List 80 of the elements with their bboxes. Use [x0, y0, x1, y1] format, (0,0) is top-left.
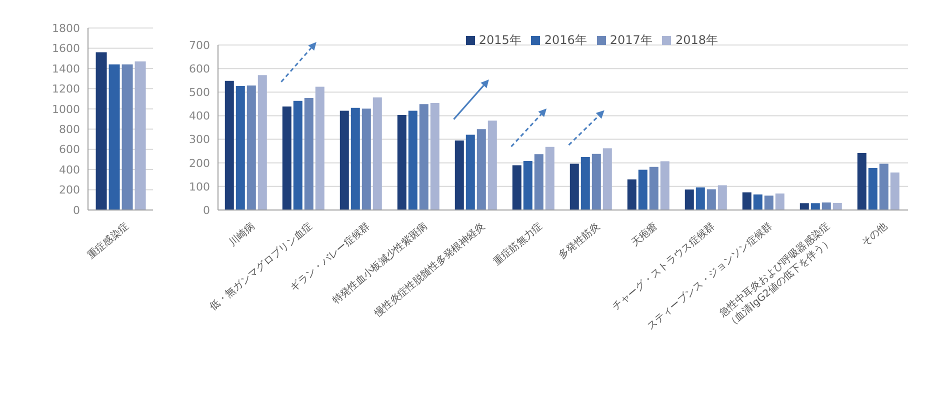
bar: [315, 86, 324, 210]
x-tick-label: その他: [859, 220, 890, 249]
bar: [122, 64, 133, 210]
y-tick-label: 1600: [52, 42, 80, 56]
bar: [282, 106, 292, 210]
x-tick-label: 多発性筋炎: [556, 220, 602, 262]
y-tick-label: 200: [59, 184, 80, 197]
bar: [523, 160, 532, 210]
bar: [134, 61, 146, 210]
bar: [764, 196, 774, 210]
y-tick-label: 400: [59, 163, 80, 176]
bar: [430, 102, 440, 210]
y-tick-label: 1400: [52, 62, 80, 76]
bar: [545, 146, 554, 210]
bar: [246, 86, 256, 210]
y-tick-label: 1200: [52, 82, 80, 96]
bar: [512, 165, 522, 210]
bar: [96, 52, 107, 210]
bar: [419, 104, 428, 210]
bar: [684, 189, 694, 210]
y-tick-label: 1000: [52, 102, 80, 116]
bar: [627, 179, 636, 210]
bar: [742, 192, 752, 210]
bar: [372, 97, 382, 210]
bar: [570, 164, 579, 210]
legend-label: 2015年: [478, 33, 522, 47]
bar: [832, 202, 842, 210]
bar: [857, 152, 866, 210]
bar: [108, 64, 120, 210]
bar: [258, 75, 267, 210]
x-tick-label: 天疱瘡: [629, 220, 660, 249]
bar: [660, 161, 670, 210]
bar: [362, 108, 371, 210]
bar: [488, 120, 497, 210]
y-tick-label: 500: [189, 86, 210, 100]
bar: [592, 154, 601, 210]
bar: [340, 110, 349, 210]
y-tick-label: 400: [189, 110, 210, 123]
x-tick-label: 川崎病: [226, 220, 258, 249]
bar: [466, 134, 475, 210]
y-tick-label: 800: [59, 123, 80, 136]
y-tick-label: 0: [73, 204, 80, 217]
bar: [775, 194, 784, 210]
bar: [753, 194, 762, 210]
y-tick-label: 600: [59, 143, 80, 156]
bar: [822, 202, 831, 210]
bar: [649, 166, 658, 210]
y-tick-label: 700: [189, 38, 210, 52]
bar: [580, 156, 590, 210]
bar: [304, 98, 314, 210]
y-tick-label: 100: [189, 180, 210, 194]
bar: [476, 129, 486, 210]
legend-label: 2016年: [544, 33, 587, 47]
bar: [638, 170, 648, 210]
y-tick-label: 1800: [52, 22, 80, 35]
x-tick-label: 重症感染症: [84, 220, 131, 262]
bar: [706, 189, 716, 210]
bar: [810, 203, 820, 210]
bar: [534, 154, 544, 210]
y-tick-label: 0: [203, 204, 210, 217]
y-tick-label: 600: [189, 62, 210, 76]
bar: [350, 108, 360, 210]
legend-label: 2017年: [610, 33, 652, 47]
bar: [696, 187, 705, 210]
bar: [236, 86, 245, 210]
y-tick-label: 200: [189, 156, 210, 170]
legend-label: 2018年: [675, 33, 718, 47]
bar: [602, 148, 612, 210]
y-tick-label: 300: [189, 133, 210, 146]
bar: [718, 185, 727, 210]
bar: [800, 203, 809, 210]
bar: [879, 164, 888, 210]
bar: [397, 115, 406, 210]
bar: [293, 100, 302, 210]
bar: [454, 140, 464, 210]
x-tick-label: 重症筋無力症: [491, 220, 545, 268]
bar: [224, 80, 234, 210]
bar: [408, 110, 418, 210]
bar: [868, 168, 878, 210]
bar: [890, 172, 900, 210]
